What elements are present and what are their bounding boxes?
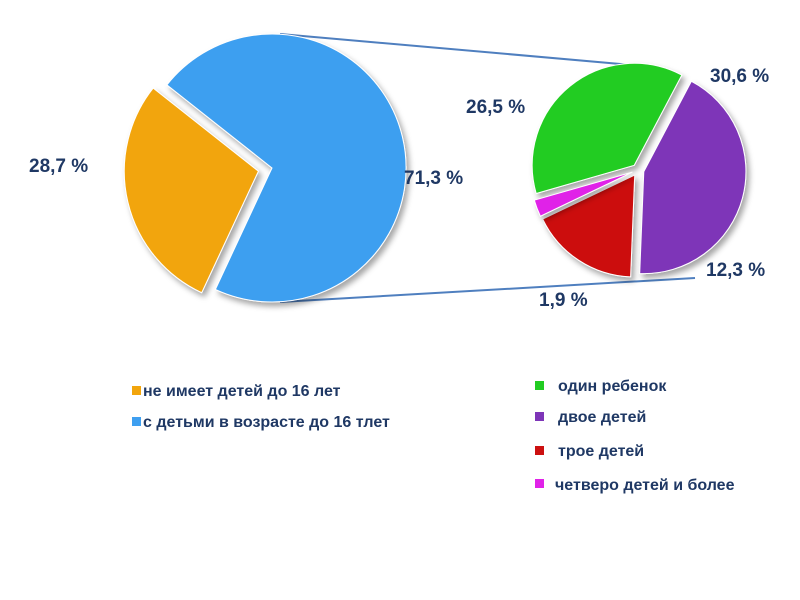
pie-slice-three-children — [542, 174, 636, 278]
pie-slice-no-children — [123, 87, 260, 294]
label-one-child-pct: 26,5 % — [466, 97, 525, 118]
connector-line-bottom — [279, 277, 696, 303]
legend-marker-four-plus-children — [535, 479, 544, 488]
legend-label-four-plus-children: четверо детей и более — [555, 477, 735, 494]
legend-label-with-children: с детьми в возрасте до 16 тлет — [143, 414, 390, 431]
pie-slice-one-child — [531, 62, 683, 195]
legend-secondary: один ребенок двое детей трое детей четве… — [535, 378, 735, 494]
legend-marker-two-children — [535, 412, 544, 421]
pie-slice-two-children — [639, 80, 747, 275]
label-with-children-pct: 71,3 % — [404, 168, 463, 189]
label-three-children-pct: 12,3 % — [706, 260, 765, 281]
legend-label-two-children: двое детей — [558, 409, 646, 426]
label-no-children-pct: 28,7 % — [29, 156, 88, 177]
pie-slice-with-children — [166, 33, 407, 303]
legend-label-three-children: трое детей — [558, 443, 644, 460]
label-four-plus-children-pct: 1,9 % — [539, 290, 588, 311]
legend-main: не имеет детей до 16 лет с детьми в возр… — [132, 383, 390, 431]
legend-marker-no-children — [132, 386, 141, 395]
pie-slice-four-plus-children — [533, 171, 633, 217]
legend-marker-three-children — [535, 446, 544, 455]
legend-label-no-children: не имеет детей до 16 лет — [143, 383, 341, 400]
legend-label-one-child: один ребенок — [558, 378, 667, 395]
label-two-children-pct: 30,6 % — [710, 66, 769, 87]
connector-line-top — [279, 33, 656, 68]
legend-marker-one-child — [535, 381, 544, 390]
legend-marker-with-children — [132, 417, 141, 426]
